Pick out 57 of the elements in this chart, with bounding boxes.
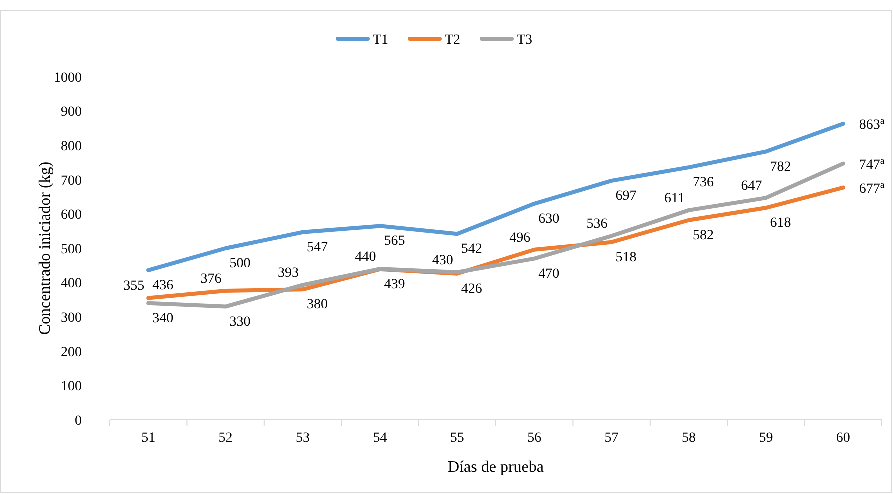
data-label: 542 <box>461 242 482 258</box>
x-tick-label: 52 <box>218 431 233 446</box>
x-tick-label: 57 <box>604 431 619 446</box>
y-axis-title: Concentrado iniciador (kg) <box>37 162 54 336</box>
x-tick-label: 60 <box>836 431 850 446</box>
data-label: 436 <box>152 278 174 294</box>
y-tick-label: 400 <box>61 276 82 292</box>
y-tick-label: 500 <box>61 242 82 258</box>
y-tick-label: 300 <box>61 311 82 326</box>
x-tick-label: 53 <box>296 431 310 446</box>
data-label: 496 <box>510 230 531 246</box>
legend-label: T2 <box>445 33 461 48</box>
data-label: 782 <box>770 160 792 175</box>
data-label: 330 <box>230 314 251 330</box>
data-label: 470 <box>538 266 560 282</box>
data-label: 547 <box>307 240 328 256</box>
data-label: 440 <box>355 250 376 266</box>
data-label: 439 <box>384 277 406 292</box>
data-label: 340 <box>152 311 174 326</box>
data-label: 380 <box>307 298 328 313</box>
data-label: 747$^{a}$ <box>859 155 886 173</box>
x-tick-label: 58 <box>682 431 696 446</box>
y-tick-label: 1000 <box>54 70 82 86</box>
x-axis-title: Días de prueba <box>448 459 544 476</box>
data-label: 430 <box>432 254 454 269</box>
data-label: 630 <box>538 212 560 227</box>
data-label: 355 <box>124 279 145 294</box>
data-label: 500 <box>230 256 251 272</box>
data-label: 647 <box>741 179 762 194</box>
y-tick-label: 700 <box>61 174 82 189</box>
legend-label: T1 <box>373 33 389 48</box>
data-label: 611 <box>664 191 685 206</box>
x-tick-label: 51 <box>142 431 156 446</box>
data-label: 863$^{a}$ <box>859 115 886 133</box>
x-tick-label: 55 <box>450 431 464 446</box>
data-label: 393 <box>278 266 299 282</box>
y-tick-label: 200 <box>61 345 82 360</box>
x-tick-label: 59 <box>759 431 774 446</box>
data-label: 536 <box>586 217 608 232</box>
x-tick-label: 54 <box>373 431 388 446</box>
line-series <box>146 162 846 309</box>
y-tick-label: 0 <box>75 414 82 429</box>
legend-label: T3 <box>517 33 533 48</box>
data-label: 582 <box>693 228 714 244</box>
data-label: 426 <box>461 282 482 297</box>
x-tick-label: 56 <box>528 431 542 446</box>
data-label: 518 <box>616 250 637 266</box>
data-label: 677$^{a}$ <box>859 179 886 197</box>
y-tick-label: 600 <box>61 208 82 224</box>
data-label: 376 <box>200 272 222 288</box>
data-label: 736 <box>693 176 714 191</box>
data-label: 565 <box>384 234 406 250</box>
y-tick-label: 100 <box>61 380 82 395</box>
data-label: 697 <box>616 188 637 204</box>
y-tick-label: 800 <box>61 140 82 154</box>
y-tick-label: 900 <box>61 105 82 120</box>
data-label: 618 <box>770 216 792 232</box>
